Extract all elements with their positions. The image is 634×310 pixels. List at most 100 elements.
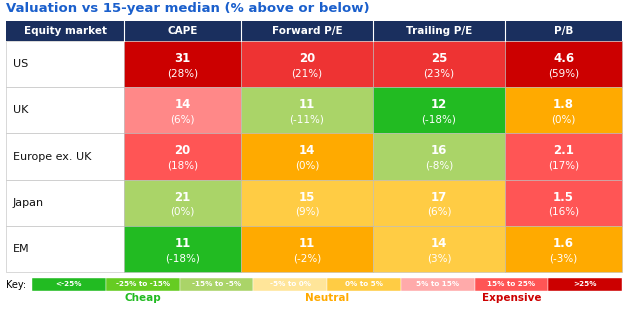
Text: (17%): (17%) xyxy=(548,161,579,171)
Text: CAPE: CAPE xyxy=(167,26,198,36)
Bar xyxy=(373,133,505,179)
Bar xyxy=(505,226,622,272)
Bar xyxy=(6,226,124,272)
Bar xyxy=(373,226,505,272)
Bar xyxy=(505,133,622,179)
Text: (9%): (9%) xyxy=(295,207,320,217)
Text: <-25%: <-25% xyxy=(56,281,82,287)
Text: (23%): (23%) xyxy=(424,68,455,78)
Bar xyxy=(373,179,505,226)
Bar xyxy=(6,133,124,179)
Text: Equity market: Equity market xyxy=(23,26,107,36)
Text: 14: 14 xyxy=(299,144,315,157)
Text: Europe ex. UK: Europe ex. UK xyxy=(13,152,91,162)
Bar xyxy=(241,41,373,87)
Text: (6%): (6%) xyxy=(427,207,451,217)
Text: 17: 17 xyxy=(431,191,447,204)
Bar xyxy=(401,278,474,291)
Text: 20: 20 xyxy=(174,144,191,157)
Text: (-2%): (-2%) xyxy=(293,253,321,263)
Text: Neutral: Neutral xyxy=(305,293,349,303)
Text: 1.5: 1.5 xyxy=(553,191,574,204)
Bar xyxy=(179,278,253,291)
Text: 11: 11 xyxy=(174,237,191,250)
Text: 12: 12 xyxy=(431,98,447,111)
Text: -25% to -15%: -25% to -15% xyxy=(115,281,170,287)
Bar xyxy=(124,226,241,272)
Text: 4.6: 4.6 xyxy=(553,52,574,65)
Text: Trailing P/E: Trailing P/E xyxy=(406,26,472,36)
Text: (0%): (0%) xyxy=(295,161,319,171)
Text: >25%: >25% xyxy=(573,281,597,287)
Text: 5% to 15%: 5% to 15% xyxy=(416,281,459,287)
Text: 14: 14 xyxy=(174,98,191,111)
Text: 31: 31 xyxy=(174,52,191,65)
Bar xyxy=(474,278,548,291)
Bar xyxy=(124,133,241,179)
Text: 2.1: 2.1 xyxy=(553,144,574,157)
Bar xyxy=(241,87,373,133)
Text: Forward P/E: Forward P/E xyxy=(272,26,342,36)
Text: 16: 16 xyxy=(431,144,447,157)
Text: (28%): (28%) xyxy=(167,68,198,78)
Text: -15% to -5%: -15% to -5% xyxy=(192,281,241,287)
Bar xyxy=(505,41,622,87)
Bar xyxy=(241,226,373,272)
Text: (-18%): (-18%) xyxy=(165,253,200,263)
Text: (-8%): (-8%) xyxy=(425,161,453,171)
Bar xyxy=(6,179,124,226)
Bar xyxy=(106,278,179,291)
Text: P/B: P/B xyxy=(554,26,573,36)
Text: 21: 21 xyxy=(174,191,191,204)
Text: (-11%): (-11%) xyxy=(290,114,325,125)
Text: (-3%): (-3%) xyxy=(550,253,578,263)
Text: 14: 14 xyxy=(431,237,447,250)
Text: (0%): (0%) xyxy=(171,207,195,217)
Text: 11: 11 xyxy=(299,237,315,250)
Text: US: US xyxy=(13,59,29,69)
Text: (21%): (21%) xyxy=(292,68,323,78)
Bar xyxy=(6,87,124,133)
Text: -5% to 0%: -5% to 0% xyxy=(269,281,311,287)
Bar xyxy=(241,21,373,41)
Text: Japan: Japan xyxy=(13,198,44,208)
Bar xyxy=(124,179,241,226)
Text: (18%): (18%) xyxy=(167,161,198,171)
Text: (-18%): (-18%) xyxy=(422,114,456,125)
Bar xyxy=(373,87,505,133)
Bar xyxy=(505,21,622,41)
Bar xyxy=(327,278,401,291)
Bar xyxy=(373,21,505,41)
Bar xyxy=(124,41,241,87)
Text: 1.8: 1.8 xyxy=(553,98,574,111)
Text: Cheap: Cheap xyxy=(124,293,161,303)
Text: 25: 25 xyxy=(431,52,447,65)
Text: 1.6: 1.6 xyxy=(553,237,574,250)
Text: 20: 20 xyxy=(299,52,315,65)
Text: EM: EM xyxy=(13,244,30,254)
Text: 0% to 5%: 0% to 5% xyxy=(345,281,383,287)
Text: Key:: Key: xyxy=(6,280,26,290)
Text: 15: 15 xyxy=(299,191,315,204)
Bar xyxy=(253,278,327,291)
Text: 11: 11 xyxy=(299,98,315,111)
Text: Expensive: Expensive xyxy=(482,293,541,303)
Bar xyxy=(505,179,622,226)
Text: (6%): (6%) xyxy=(171,114,195,125)
Text: (16%): (16%) xyxy=(548,207,579,217)
Bar xyxy=(241,133,373,179)
Text: Valuation vs 15-year median (% above or below): Valuation vs 15-year median (% above or … xyxy=(6,2,370,15)
Bar xyxy=(505,87,622,133)
Bar xyxy=(32,278,106,291)
Text: (0%): (0%) xyxy=(552,114,576,125)
Bar xyxy=(6,21,124,41)
Bar xyxy=(373,41,505,87)
Text: (59%): (59%) xyxy=(548,68,579,78)
Bar xyxy=(241,179,373,226)
Bar xyxy=(124,87,241,133)
Text: UK: UK xyxy=(13,105,29,115)
Text: 15% to 25%: 15% to 25% xyxy=(488,281,536,287)
Bar xyxy=(548,278,622,291)
Bar xyxy=(6,41,124,87)
Bar xyxy=(124,21,241,41)
